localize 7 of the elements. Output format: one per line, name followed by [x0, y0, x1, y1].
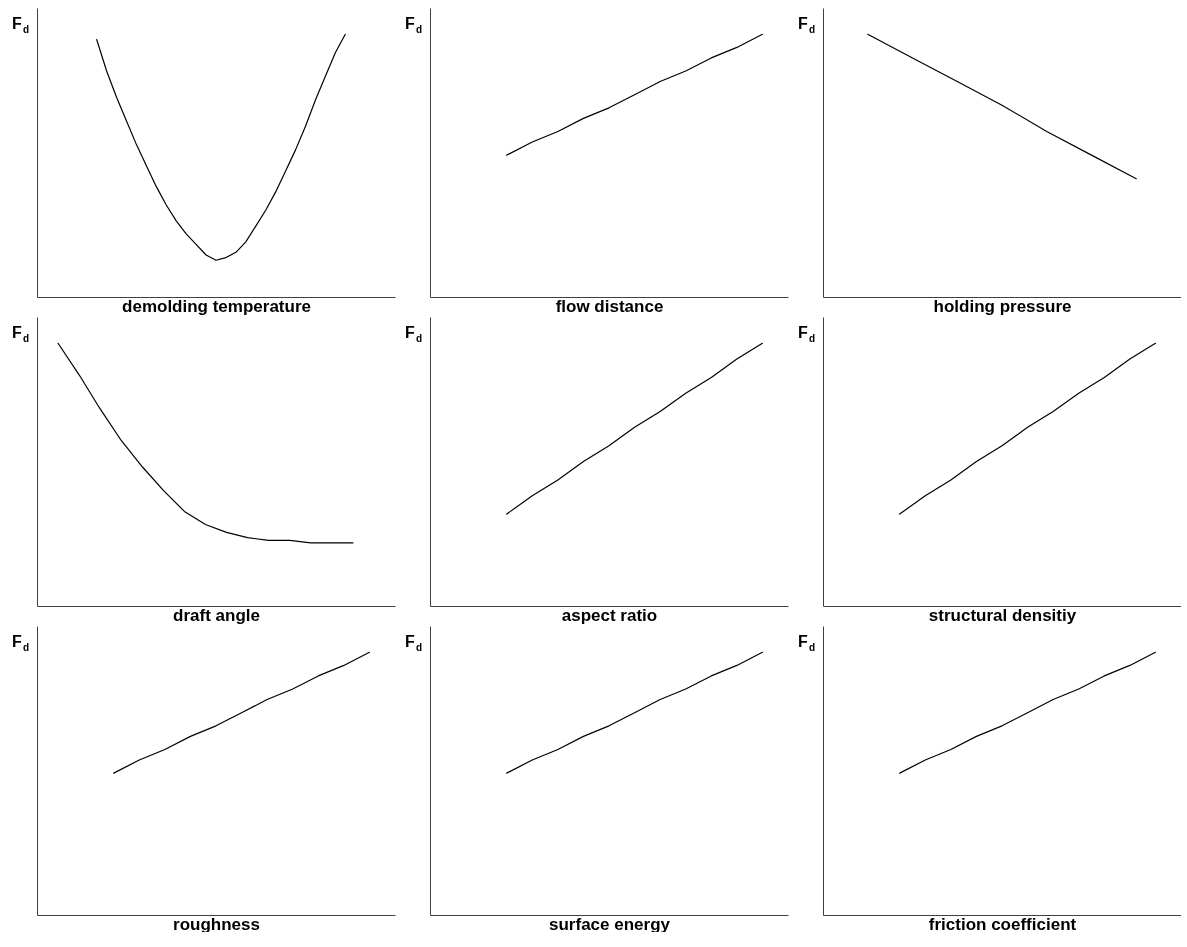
- x-axis-title: aspect ratio: [561, 605, 658, 625]
- x-axis-title: draft angle: [173, 605, 260, 625]
- x-axis-title: flow distance: [555, 296, 664, 316]
- x-axis-title: friction coefficient: [928, 914, 1077, 934]
- x-axis-title: holding pressure: [933, 296, 1072, 316]
- x-axis-title: demolding temperature: [122, 296, 311, 316]
- x-axis-title: structural densitiy: [928, 605, 1077, 625]
